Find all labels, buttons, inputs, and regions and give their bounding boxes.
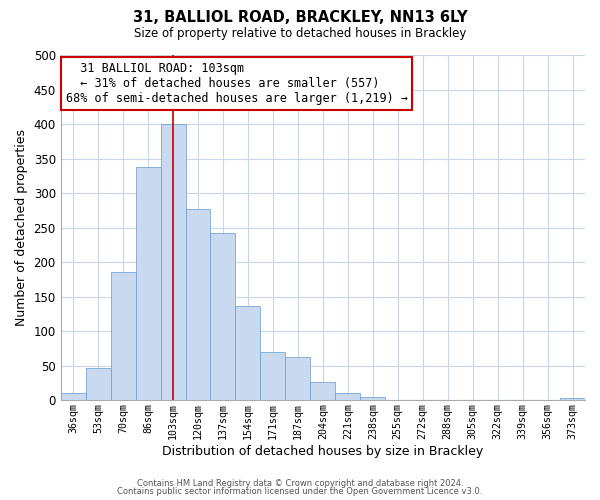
Text: Size of property relative to detached houses in Brackley: Size of property relative to detached ho…	[134, 28, 466, 40]
Bar	[211, 233, 235, 400]
Bar	[161, 124, 185, 400]
Bar	[185, 209, 211, 400]
Bar	[360, 396, 385, 400]
Bar	[335, 394, 360, 400]
Y-axis label: Number of detached properties: Number of detached properties	[15, 129, 28, 326]
Bar	[110, 272, 136, 400]
Bar	[61, 394, 86, 400]
Bar	[560, 398, 585, 400]
Bar	[136, 167, 161, 400]
Bar	[286, 358, 310, 400]
Bar	[310, 382, 335, 400]
Text: Contains HM Land Registry data © Crown copyright and database right 2024.: Contains HM Land Registry data © Crown c…	[137, 478, 463, 488]
Text: 31 BALLIOL ROAD: 103sqm
  ← 31% of detached houses are smaller (557)
68% of semi: 31 BALLIOL ROAD: 103sqm ← 31% of detache…	[65, 62, 407, 105]
X-axis label: Distribution of detached houses by size in Brackley: Distribution of detached houses by size …	[162, 444, 484, 458]
Text: Contains public sector information licensed under the Open Government Licence v3: Contains public sector information licen…	[118, 487, 482, 496]
Bar	[260, 352, 286, 400]
Bar	[86, 368, 110, 400]
Text: 31, BALLIOL ROAD, BRACKLEY, NN13 6LY: 31, BALLIOL ROAD, BRACKLEY, NN13 6LY	[133, 10, 467, 25]
Bar	[235, 306, 260, 400]
